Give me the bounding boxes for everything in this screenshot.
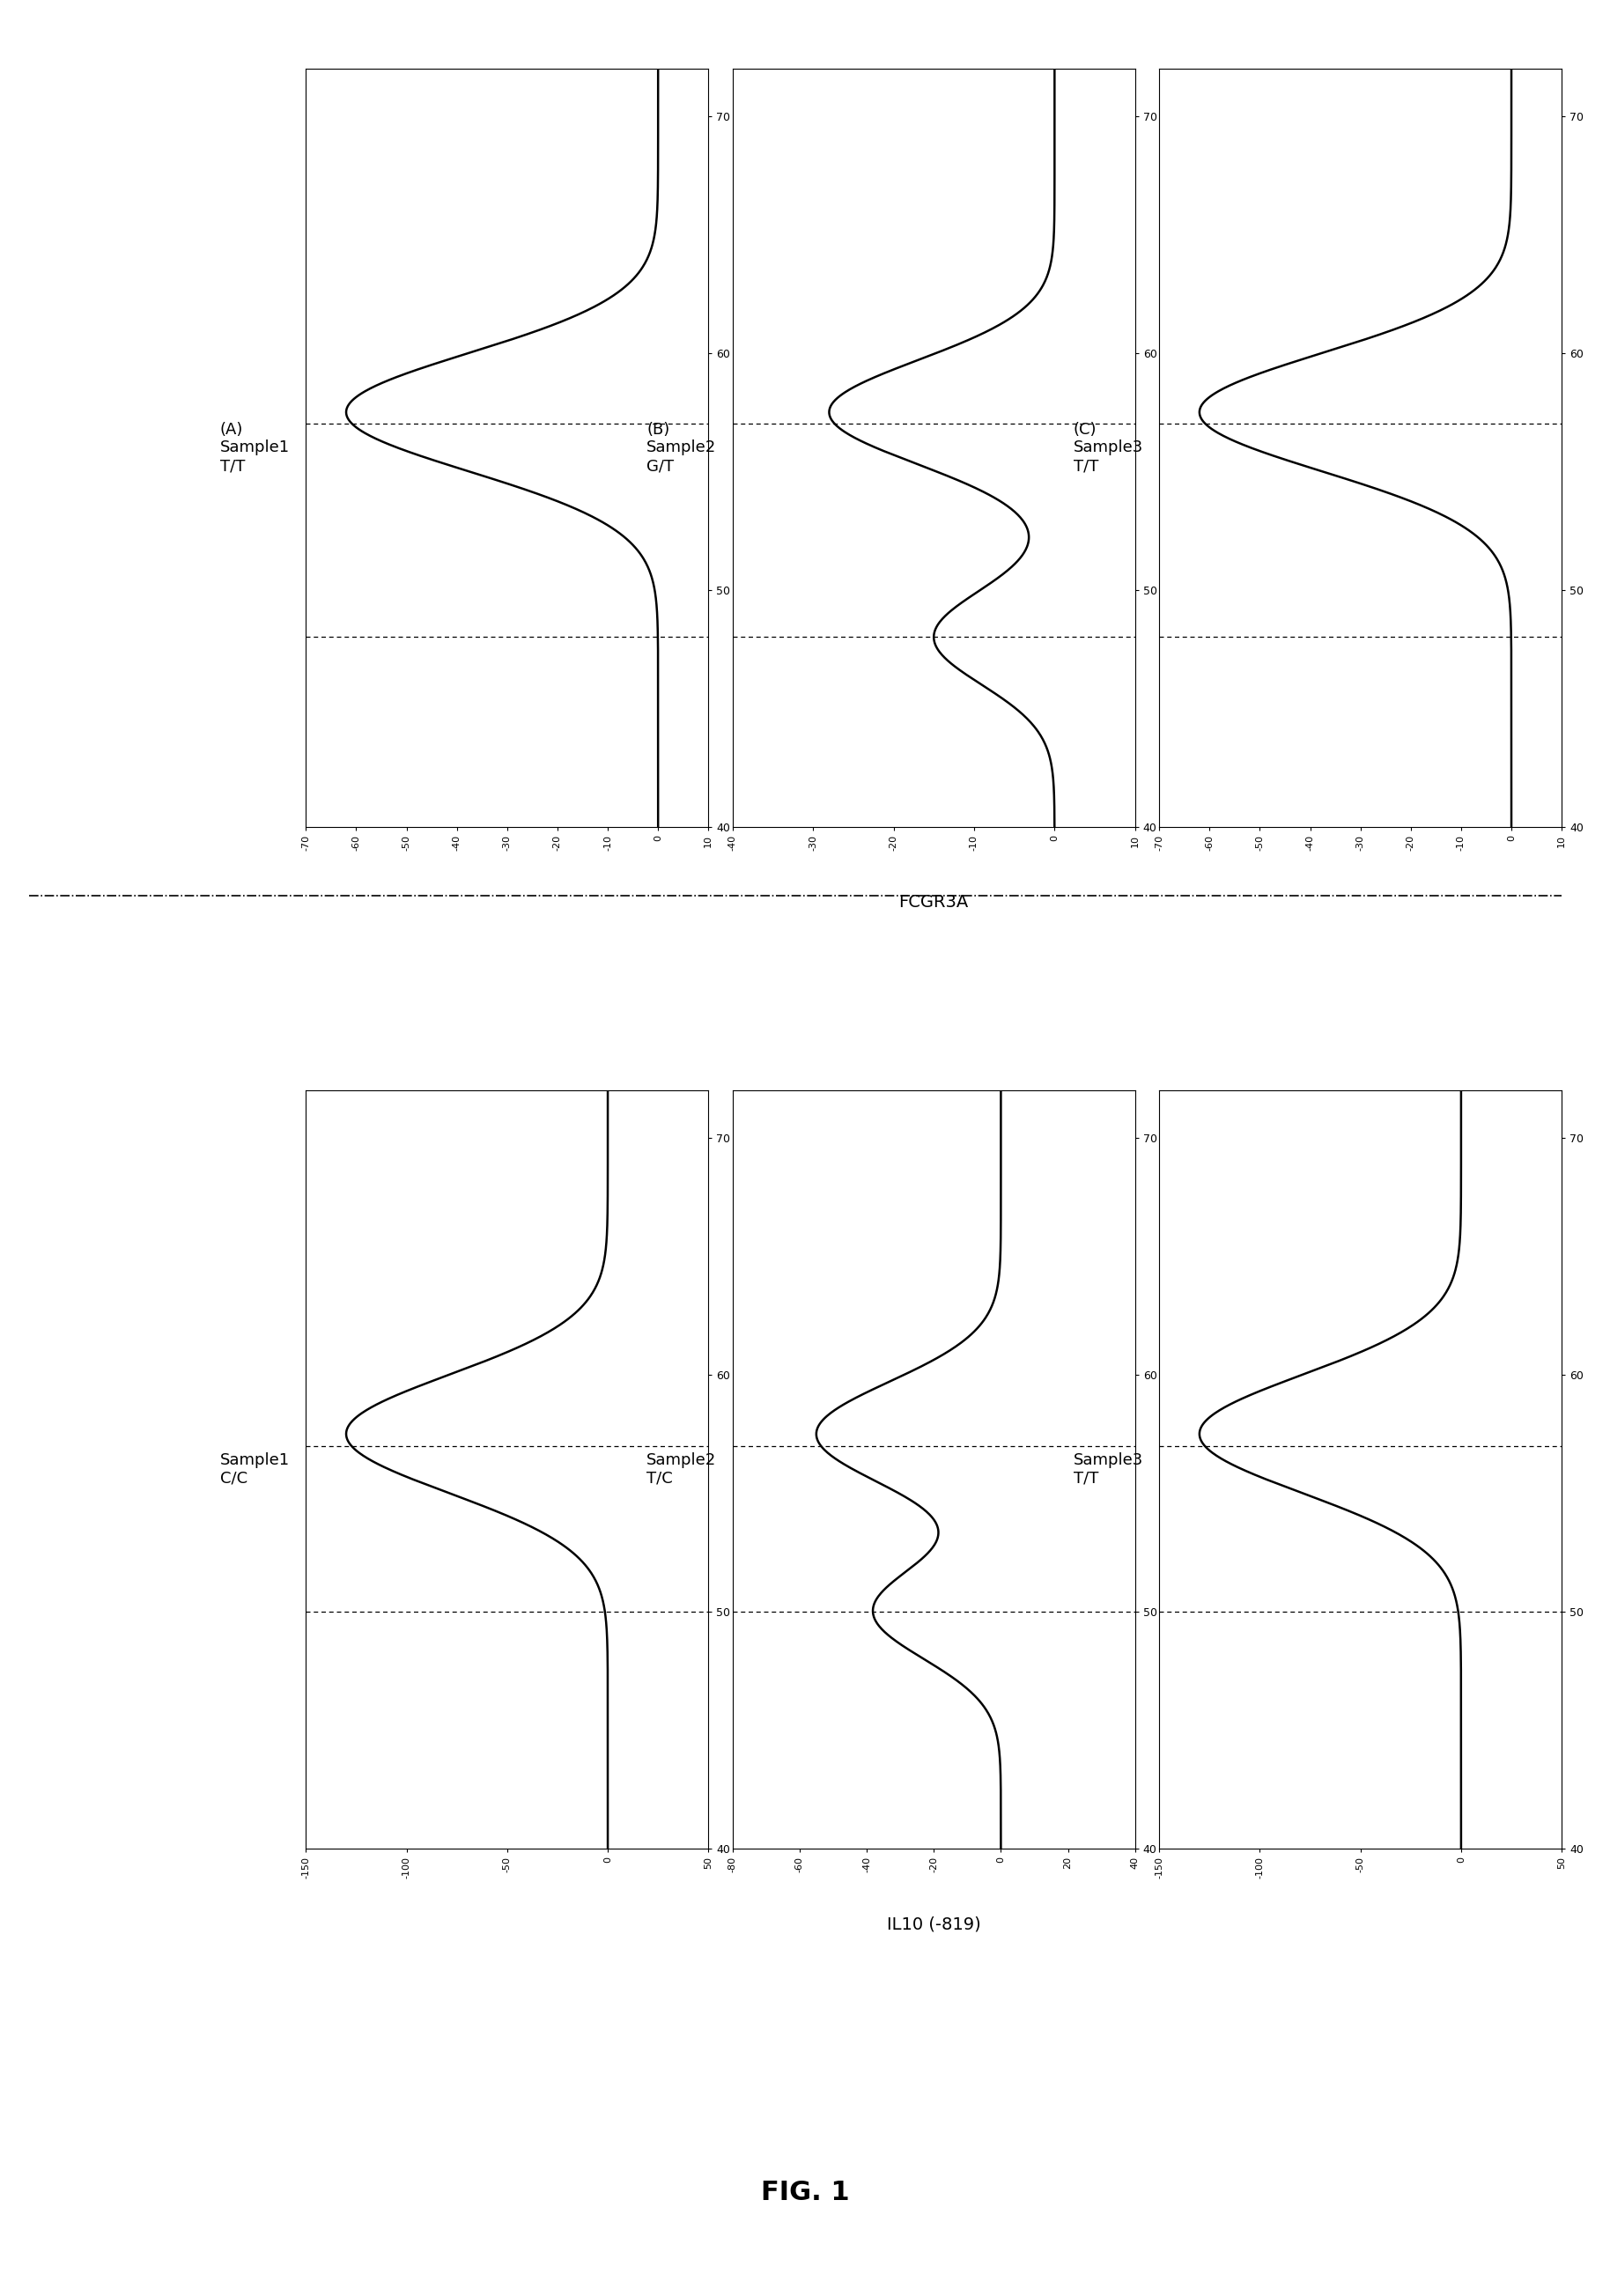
- Text: (B)
Sample2
G/T: (B) Sample2 G/T: [647, 422, 716, 473]
- Text: Sample3
T/T: Sample3 T/T: [1074, 1453, 1143, 1486]
- Text: (A)
Sample1
T/T: (A) Sample1 T/T: [221, 422, 290, 473]
- Text: Sample2
T/C: Sample2 T/C: [647, 1453, 716, 1486]
- Text: Sample1
C/C: Sample1 C/C: [221, 1453, 290, 1486]
- Text: (C)
Sample3
T/T: (C) Sample3 T/T: [1074, 422, 1143, 473]
- Text: IL10 (-819): IL10 (-819): [887, 1915, 980, 1933]
- Text: FCGR3A: FCGR3A: [898, 893, 969, 912]
- Text: FIG. 1: FIG. 1: [760, 2179, 850, 2206]
